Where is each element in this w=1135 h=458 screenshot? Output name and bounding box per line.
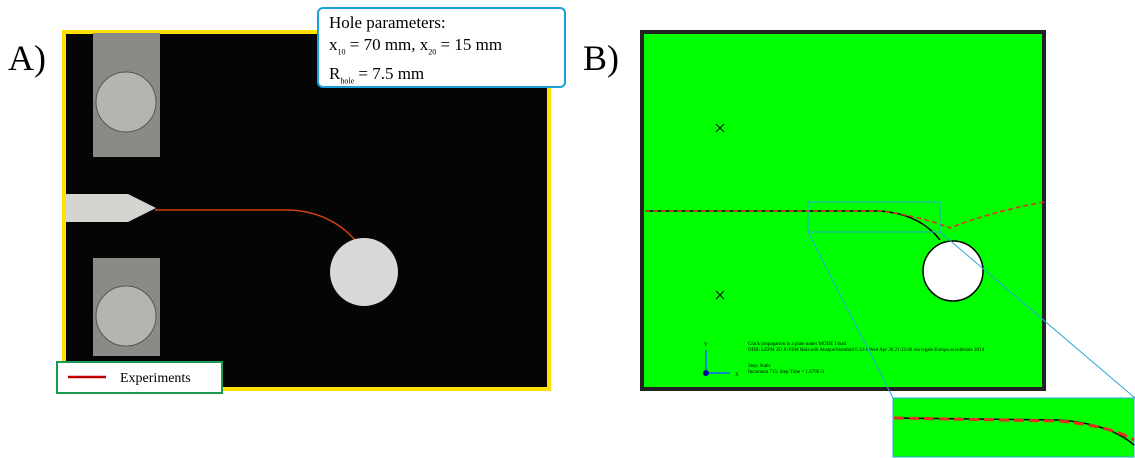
axis-label: Y — [704, 343, 708, 348]
hole-parameters: Hole parameters: x10 = 70 mm, x20 = 15 m… — [317, 7, 566, 88]
params-text: = 70 mm, x — [346, 35, 429, 54]
bolt — [96, 72, 156, 132]
viewport-text: ODB: LEFM 3D X-FEM Hole.odb Abaqus/Stand… — [748, 348, 984, 353]
params-line: x10 = 70 mm, x20 = 15 mm — [329, 34, 554, 63]
subscript: hole — [340, 77, 354, 86]
params-line: Rhole = 7.5 mm — [329, 63, 554, 92]
subscript: 10 — [338, 47, 346, 56]
params-text: R — [329, 64, 340, 83]
hole — [330, 238, 398, 306]
hole — [923, 241, 983, 301]
triad-origin — [703, 370, 709, 376]
axis-label: X — [735, 373, 739, 378]
params-text: = 15 mm — [436, 35, 502, 54]
panel-label: A) — [8, 38, 46, 78]
legend-label: Experiments — [120, 371, 191, 386]
bolt — [96, 286, 156, 346]
page: A) Experiments B) Crack propagation in a… — [0, 0, 1135, 458]
viewport-text: Increment 715: Step Time = 1.679E-3 — [748, 370, 824, 375]
viewport-text: Crack propagation in a plate under MODE … — [748, 342, 847, 347]
figure: A) Experiments B) Crack propagation in a… — [0, 0, 1135, 458]
params-title: Hole parameters: — [329, 12, 554, 34]
params-text: = 7.5 mm — [354, 64, 424, 83]
params-text: x — [329, 35, 338, 54]
viewport-text: Step: Static — [748, 364, 772, 369]
panel-label: B) — [583, 38, 619, 78]
